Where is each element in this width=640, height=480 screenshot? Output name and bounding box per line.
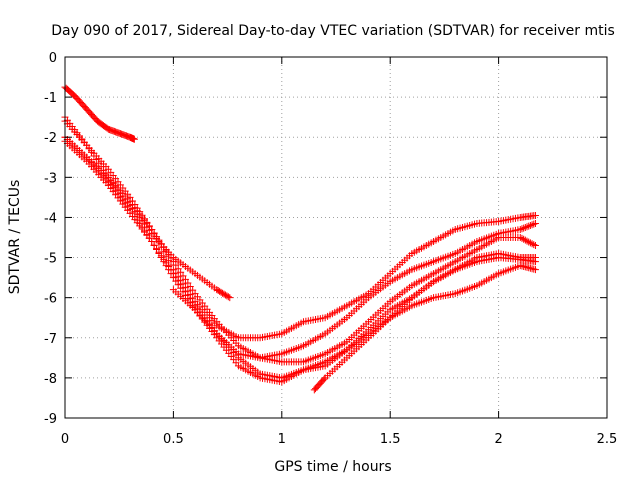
data-point (153, 233, 161, 241)
y-axis-label: SDTVAR / TECUs (7, 180, 23, 295)
data-point (214, 287, 222, 295)
data-point (525, 222, 533, 230)
data-point (526, 221, 534, 229)
data-point (177, 284, 185, 292)
data-point (516, 234, 524, 241)
data-point (219, 289, 227, 297)
data-point (186, 283, 194, 291)
data-point (523, 223, 531, 231)
data-point (189, 286, 197, 294)
x-tick-label: 1 (278, 432, 286, 447)
y-tick-label: -4 (44, 211, 57, 226)
data-point (531, 219, 539, 227)
y-tick-label: -9 (44, 412, 57, 427)
data-point (181, 275, 189, 283)
data-point (523, 237, 531, 245)
data-point (223, 292, 231, 300)
data-point (148, 238, 156, 246)
data-point (174, 281, 182, 289)
data-point (526, 239, 534, 247)
y-tick-label: -2 (44, 131, 57, 146)
data-point (520, 235, 528, 243)
x-tick-label: 0 (61, 432, 69, 447)
series-track-1 (61, 83, 138, 143)
data-point (525, 238, 533, 246)
y-tick-label: -6 (44, 292, 57, 307)
data-point (157, 240, 165, 248)
y-tick-label: 0 (49, 51, 57, 66)
data-point (531, 211, 539, 219)
data-point (155, 236, 163, 244)
data-point (179, 272, 187, 280)
data-point (531, 258, 539, 266)
data-point (153, 246, 161, 254)
data-point (148, 225, 156, 233)
data-point (169, 258, 177, 266)
data-point (213, 286, 221, 294)
data-point (226, 294, 234, 302)
data-point (528, 221, 536, 229)
data-point (162, 247, 170, 255)
data-point (174, 265, 182, 273)
data-point (521, 236, 529, 244)
data-point (221, 291, 229, 299)
data-point (160, 258, 168, 266)
x-tick-label: 0.5 (163, 432, 184, 447)
data-point (220, 290, 228, 298)
data-point (167, 270, 175, 278)
series-track-4 (61, 133, 539, 362)
data-point (516, 225, 524, 233)
data-point (531, 242, 539, 250)
data-point (167, 254, 175, 262)
plot-frame (64, 56, 608, 419)
y-tick-label: -3 (44, 171, 57, 186)
chart-title: Day 090 of 2017, Sidereal Day-to-day VTE… (51, 23, 615, 39)
data-point (169, 274, 177, 282)
x-tick-label: 2 (494, 432, 502, 447)
series-track-8 (310, 254, 539, 394)
data-point (157, 254, 165, 262)
x-axis-label: GPS time / hours (274, 459, 391, 475)
data-point (320, 375, 328, 383)
axis-ticks: 0 0.5 1 1.5 2 2.5 0 -1 -2 -3 -4 -5 -6 -7 -8 -9 (44, 51, 617, 447)
y-tick-label: -1 (44, 91, 57, 106)
y-tick-label: -7 (44, 332, 57, 347)
y-tick-label: -8 (44, 372, 57, 387)
data-point (530, 220, 538, 228)
data-point (177, 268, 185, 276)
data-point (179, 288, 187, 296)
data-point (150, 242, 158, 250)
data-point (217, 288, 225, 296)
data-point (172, 261, 180, 269)
data-point (162, 262, 170, 270)
data-point (520, 224, 528, 232)
y-tick-label: -5 (44, 252, 57, 267)
x-tick-label: 1.5 (380, 432, 401, 447)
x-tick-label: 2.5 (597, 432, 618, 447)
data-point (130, 135, 138, 143)
data-point (518, 234, 526, 242)
data-point (518, 225, 526, 233)
data-point (224, 293, 232, 301)
data-point (165, 266, 173, 274)
data-point (184, 279, 192, 287)
data-point (531, 266, 539, 274)
data-point (528, 240, 536, 248)
data-point (530, 241, 538, 249)
data-point (160, 243, 168, 251)
data-point (150, 229, 158, 237)
data-point (216, 287, 224, 295)
data-point (155, 250, 163, 258)
data-point (172, 277, 180, 285)
data-point (165, 250, 173, 258)
data-point (521, 223, 529, 231)
